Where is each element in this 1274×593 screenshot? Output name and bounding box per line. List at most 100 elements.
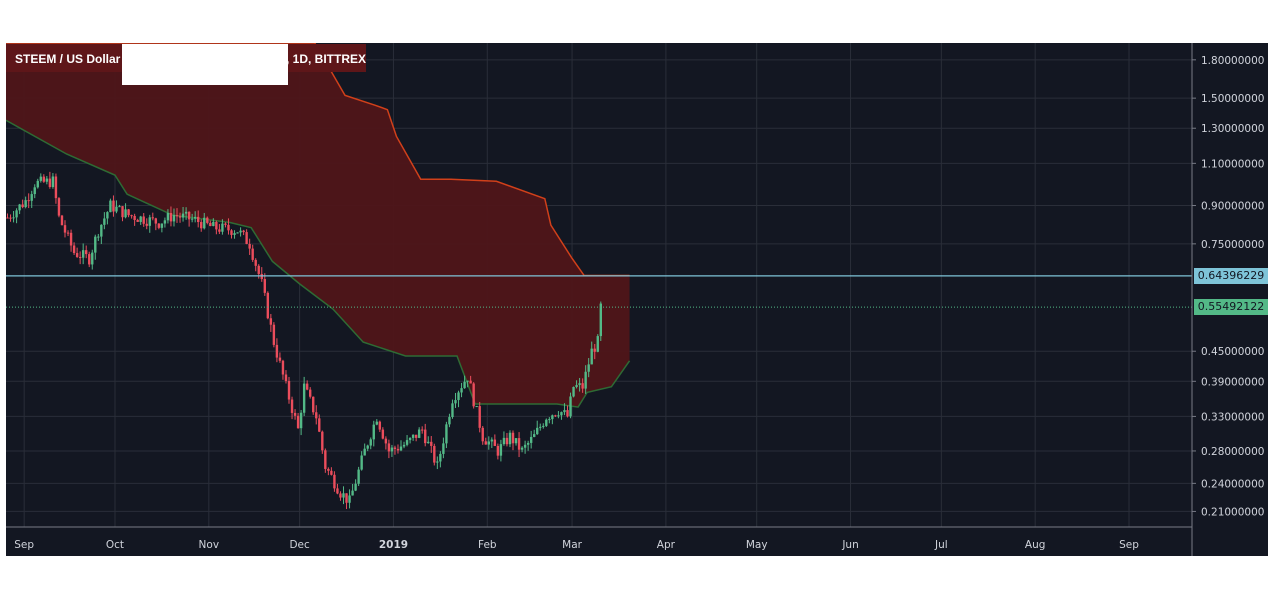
candle-body (348, 495, 351, 503)
candle-body (393, 447, 397, 449)
candle-body (85, 250, 88, 255)
candle-body (51, 176, 55, 188)
x-tick-label: Jun (841, 539, 858, 551)
candle-body (309, 389, 312, 397)
candle-body (91, 252, 94, 265)
candle-body (315, 412, 318, 419)
candle-body (206, 217, 209, 223)
candle-body (160, 223, 164, 228)
candle-body (18, 204, 21, 211)
candle-body (572, 386, 575, 397)
candle-body (529, 436, 533, 443)
candle-body (490, 439, 494, 442)
candle-body (242, 230, 245, 233)
candle-body (378, 421, 382, 430)
candle-body (151, 217, 154, 219)
candle-body (54, 176, 58, 199)
chart-frame: Sep Oct Nov Dec 2019 Feb Mar Apr May Jun Jul Aug Sep… (6, 43, 1268, 556)
candle-body (157, 223, 161, 228)
candle-body (563, 410, 566, 413)
candle-body (390, 447, 394, 452)
candle-body (193, 216, 197, 219)
candle-body (9, 217, 12, 219)
candle-body (118, 206, 121, 208)
candle-body (296, 415, 300, 429)
candle-body (175, 215, 179, 217)
candle-body (502, 437, 506, 445)
candle-body (318, 418, 321, 432)
candle-body (78, 256, 82, 258)
candle-body (287, 381, 291, 400)
y-tick-label: 0.21000000 (1201, 506, 1264, 518)
candle-body (578, 383, 581, 386)
candle-body (254, 259, 257, 266)
candle-body (39, 176, 42, 181)
candle-body (399, 446, 403, 451)
candle-body (239, 230, 242, 233)
candle-body (178, 216, 182, 218)
candle-body (487, 441, 490, 445)
candle-body (278, 357, 282, 361)
candle-body (245, 232, 248, 244)
candle-body (197, 216, 200, 223)
candle-body (439, 453, 442, 462)
candle-body (539, 426, 542, 428)
candle-body (100, 224, 103, 237)
candle-body (221, 223, 224, 232)
candle-body (366, 445, 369, 449)
candle-body (112, 200, 115, 212)
y-tick-label: 0.75000000 (1201, 239, 1264, 251)
x-tick-label: Nov (199, 539, 220, 551)
candle-body (24, 200, 27, 208)
candle-body (127, 209, 130, 216)
y-tick-label: 1.50000000 (1201, 93, 1264, 105)
candle-body (414, 434, 418, 438)
candle-body (269, 318, 273, 325)
y-tick-label: 0.24000000 (1201, 478, 1264, 490)
candle-body (63, 225, 67, 233)
candle-body (154, 218, 158, 224)
candle-body (203, 217, 206, 229)
candle-body (42, 176, 46, 182)
candle-body (363, 448, 366, 456)
candle-body (260, 273, 263, 280)
y-tick-label: 1.30000000 (1201, 123, 1264, 135)
candle-body (384, 438, 388, 444)
candle-body (596, 336, 599, 352)
candle-body (342, 493, 345, 498)
candle-body (75, 253, 79, 257)
candle-body (142, 216, 145, 224)
candle-body (463, 381, 466, 389)
candle-body (387, 443, 391, 452)
x-tick-label: Apr (657, 539, 676, 551)
candle-body (81, 250, 85, 258)
candle-body (69, 232, 73, 246)
candle-body (139, 216, 142, 222)
candle-body (263, 279, 266, 293)
candle-body (466, 380, 469, 382)
candle-body (517, 438, 521, 450)
candle-body (560, 412, 563, 416)
candle-body (475, 406, 478, 408)
candle-body (587, 364, 590, 372)
cloud-area (6, 43, 630, 408)
symbol-label: STEEM / US Dollar (15, 52, 121, 66)
cloud-upper-line (6, 43, 630, 277)
last-price-tag: 0.55492122 (1194, 299, 1268, 316)
candle-body (354, 483, 357, 491)
candle-body (187, 211, 191, 220)
candle-body (57, 198, 61, 216)
candle-body (520, 447, 524, 450)
candle-body (36, 180, 39, 188)
candle-body (457, 392, 460, 401)
candle-body (172, 215, 176, 222)
x-tick-label: Sep (14, 539, 34, 551)
interval-exchange-label: , 1D, BITTREX (286, 52, 367, 66)
candle-body (514, 438, 518, 444)
chart-canvas[interactable]: Sep Oct Nov Dec 2019 Feb Mar Apr May Jun Jul Aug Sep… (6, 43, 1268, 556)
candle-body (469, 380, 472, 384)
candle-body (523, 444, 527, 448)
candle-body (417, 429, 421, 438)
x-tick-label: May (746, 539, 768, 551)
candle-body (218, 229, 221, 232)
